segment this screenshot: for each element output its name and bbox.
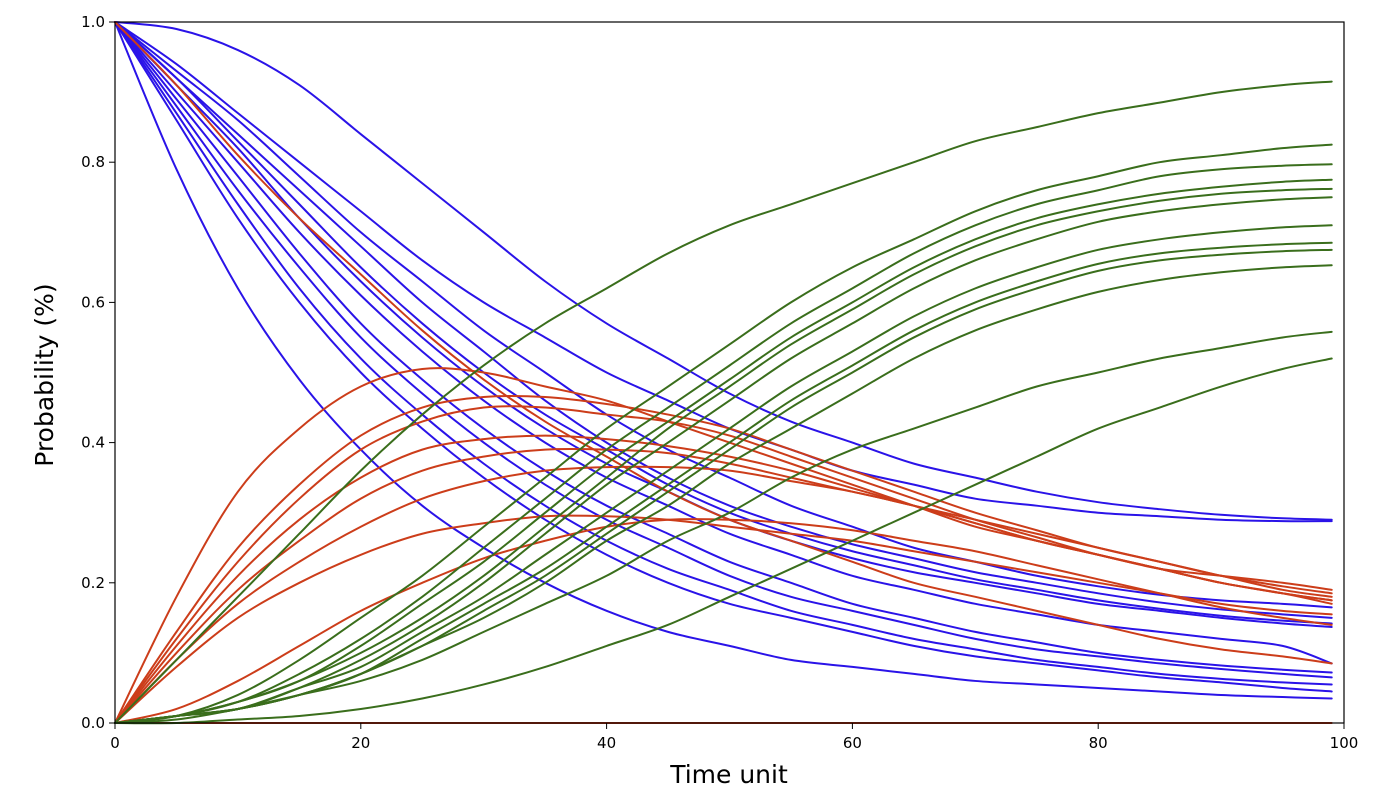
series-line-red-7 [114,465,1333,724]
x-axis-title: Time unit [669,760,788,789]
series-line-blue-9 [114,21,1333,619]
series-line-green-8 [114,241,1333,724]
series-line-green-11 [114,330,1333,724]
x-axis-ticks: 0 20 40 60 80 100 [110,723,1358,752]
x-tick-label: 100 [1330,734,1359,752]
y-tick-label: 0.0 [81,714,105,732]
series-line-red-8 [114,514,1333,724]
y-axis-title: Probability (%) [30,283,59,466]
series-layer [114,21,1333,725]
series-line-blue-1 [114,21,1333,700]
y-tick-label: 0.2 [81,574,105,592]
series-line-green-12 [114,357,1333,725]
series-line-blue-8 [114,21,1333,625]
series-line-blue-6 [114,21,1333,665]
x-tick-label: 40 [597,734,616,752]
series-line-green-10 [114,264,1333,724]
series-line-blue-5 [114,21,1333,674]
y-tick-label: 0.6 [81,293,105,311]
series-line-red-9 [114,518,1333,724]
series-line-green-4 [114,178,1333,724]
series-line-green-5 [114,187,1333,724]
series-line-blue-12 [114,21,1333,521]
series-line-blue-4 [114,21,1333,679]
y-tick-label: 0.4 [81,434,105,452]
x-tick-label: 80 [1089,734,1108,752]
series-line-green-3 [114,163,1333,724]
series-line-red-5 [114,434,1333,724]
y-tick-label: 1.0 [81,13,105,31]
series-line-red-2 [114,367,1333,724]
series-line-green-1 [114,80,1333,724]
series-line-red-1 [114,21,1333,665]
series-line-blue-3 [114,21,1333,686]
series-line-green-6 [114,196,1333,724]
series-line-green-2 [114,143,1333,724]
y-tick-label: 0.8 [81,153,105,171]
series-line-blue-2 [114,21,1333,693]
series-line-green-7 [114,224,1333,724]
x-tick-label: 0 [110,734,120,752]
series-line-blue-11 [114,21,1333,523]
y-axis-ticks: 0.0 0.2 0.4 0.6 0.8 1.0 [81,13,115,732]
plot-frame [114,21,1345,724]
x-tick-label: 20 [351,734,370,752]
x-tick-label: 60 [843,734,862,752]
series-line-red-6 [114,447,1333,724]
